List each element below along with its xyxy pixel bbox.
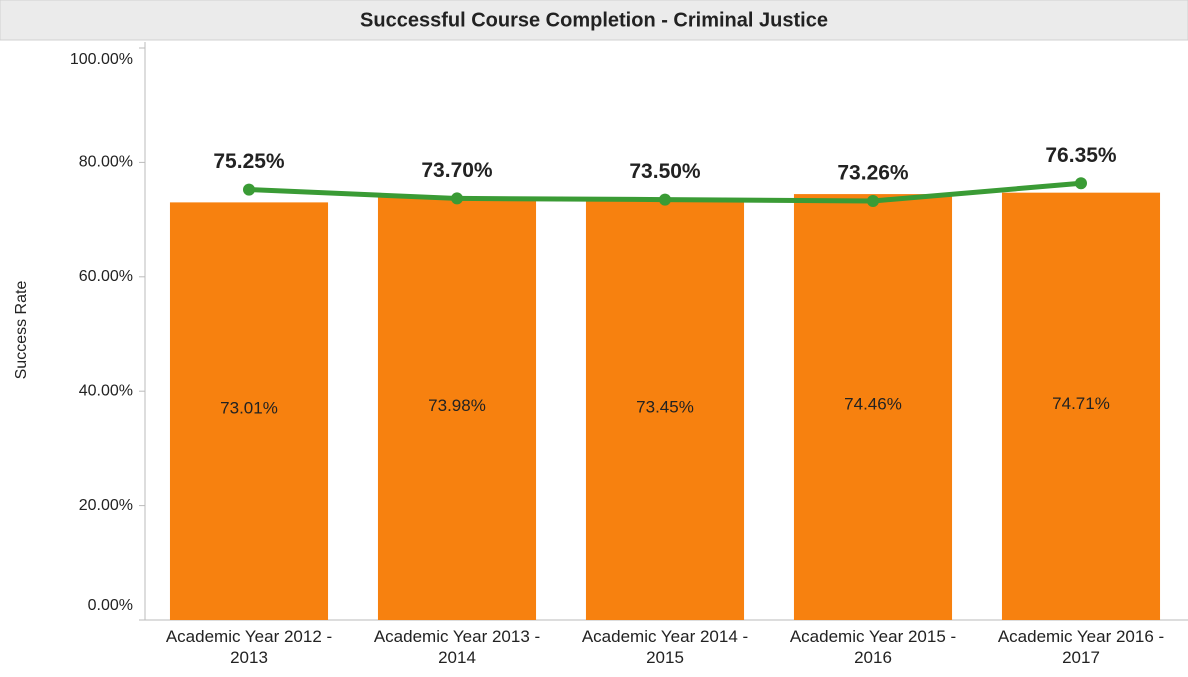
bar [377, 196, 537, 620]
line-point [659, 193, 671, 206]
bar-value-label: 74.71% [1052, 394, 1110, 413]
line-value-label: 75.25% [213, 150, 285, 173]
bar [169, 202, 329, 620]
chart-title: Successful Course Completion - Criminal … [360, 9, 828, 31]
line-value-label: 73.26% [837, 161, 909, 184]
line-point [1075, 177, 1087, 190]
y-tick-label: 20.00% [79, 497, 133, 514]
line-value-label: 76.35% [1045, 144, 1117, 167]
x-tick-label: Academic Year 2012 - 2013 [165, 627, 333, 667]
bar [585, 199, 745, 620]
bar [793, 194, 953, 620]
y-tick-label: 0.00% [88, 597, 133, 614]
y-tick-label: 80.00% [79, 154, 133, 171]
line-value-label: 73.70% [421, 159, 493, 182]
y-tick-label: 40.00% [79, 382, 133, 399]
x-tick-label: Academic Year 2015 - 2016 [789, 627, 957, 667]
y-tick-label: 100.00% [70, 51, 133, 68]
bar-value-label: 74.46% [844, 395, 902, 414]
bar-value-label: 73.45% [636, 397, 694, 416]
x-tick-label: Academic Year 2013 - 2014 [373, 627, 541, 667]
x-tick-label: Academic Year 2016 - 2017 [997, 627, 1165, 667]
y-tick-label: 60.00% [79, 268, 133, 285]
title-band [0, 0, 1188, 41]
bar [1001, 192, 1161, 620]
line-point [451, 192, 463, 205]
bar-value-label: 73.01% [220, 399, 278, 418]
line-point [867, 194, 879, 207]
bar-value-label: 73.98% [428, 396, 486, 415]
line-value-label: 73.50% [629, 160, 701, 183]
x-tick-label: Academic Year 2014 - 2015 [581, 627, 749, 667]
y-axis-label: Success Rate [13, 281, 30, 380]
line-point [243, 183, 255, 196]
